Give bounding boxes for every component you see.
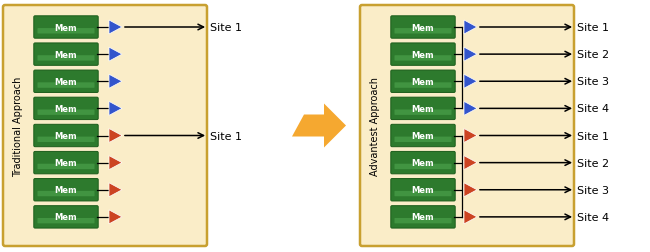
Text: Site 2: Site 2 [577,158,609,168]
Polygon shape [109,102,122,116]
FancyBboxPatch shape [34,179,98,201]
Text: Site 4: Site 4 [577,104,609,114]
Polygon shape [464,210,477,224]
FancyBboxPatch shape [391,17,455,39]
Text: Site 3: Site 3 [577,77,609,87]
FancyBboxPatch shape [391,152,455,174]
FancyBboxPatch shape [34,125,98,147]
Polygon shape [464,75,477,89]
Text: Mem: Mem [55,159,77,168]
FancyBboxPatch shape [38,191,94,197]
FancyBboxPatch shape [391,98,455,120]
FancyBboxPatch shape [391,179,455,201]
Polygon shape [464,21,477,35]
Polygon shape [109,21,122,35]
FancyBboxPatch shape [395,191,452,197]
Text: Mem: Mem [55,185,77,195]
Text: Site 2: Site 2 [577,50,609,60]
Text: Site 1: Site 1 [577,131,609,141]
Polygon shape [109,48,122,62]
Polygon shape [464,129,477,143]
Text: Mem: Mem [55,77,77,86]
FancyBboxPatch shape [34,98,98,120]
Text: Site 1: Site 1 [210,23,242,33]
Text: Mem: Mem [411,212,434,222]
FancyBboxPatch shape [34,152,98,174]
FancyBboxPatch shape [360,6,574,246]
Text: Advantest Approach: Advantest Approach [370,77,380,175]
Text: Mem: Mem [411,185,434,195]
FancyBboxPatch shape [391,71,455,93]
FancyBboxPatch shape [395,110,452,115]
FancyBboxPatch shape [391,206,455,228]
Text: Site 1: Site 1 [210,131,242,141]
FancyBboxPatch shape [38,137,94,142]
FancyBboxPatch shape [34,17,98,39]
FancyBboxPatch shape [34,44,98,66]
Text: Mem: Mem [55,50,77,59]
FancyBboxPatch shape [38,56,94,61]
Polygon shape [109,210,122,224]
Text: Site 1: Site 1 [577,23,609,33]
FancyBboxPatch shape [391,125,455,147]
Text: Mem: Mem [55,132,77,140]
Polygon shape [464,183,477,197]
FancyBboxPatch shape [395,29,452,34]
FancyBboxPatch shape [395,137,452,142]
Polygon shape [109,75,122,89]
Polygon shape [464,48,477,62]
Text: Mem: Mem [411,105,434,113]
FancyBboxPatch shape [391,44,455,66]
Polygon shape [109,183,122,197]
Text: Mem: Mem [411,50,434,59]
FancyBboxPatch shape [38,110,94,115]
Polygon shape [109,156,122,170]
FancyBboxPatch shape [38,29,94,34]
FancyBboxPatch shape [395,56,452,61]
FancyBboxPatch shape [395,83,452,88]
Text: Mem: Mem [411,23,434,32]
Polygon shape [464,156,477,170]
FancyBboxPatch shape [38,83,94,88]
Polygon shape [109,129,122,143]
FancyBboxPatch shape [395,164,452,169]
Text: Site 4: Site 4 [577,212,609,222]
FancyBboxPatch shape [34,206,98,228]
Text: Traditional Approach: Traditional Approach [13,76,23,176]
Text: Mem: Mem [55,105,77,113]
FancyBboxPatch shape [395,218,452,224]
Text: Mem: Mem [55,212,77,222]
Text: Mem: Mem [411,159,434,168]
Text: Mem: Mem [55,23,77,32]
FancyBboxPatch shape [38,164,94,169]
Text: Mem: Mem [411,77,434,86]
Polygon shape [292,104,346,148]
FancyBboxPatch shape [3,6,207,246]
FancyBboxPatch shape [38,218,94,224]
FancyBboxPatch shape [34,71,98,93]
Text: Site 3: Site 3 [577,185,609,195]
Polygon shape [464,102,477,116]
Text: Mem: Mem [411,132,434,140]
